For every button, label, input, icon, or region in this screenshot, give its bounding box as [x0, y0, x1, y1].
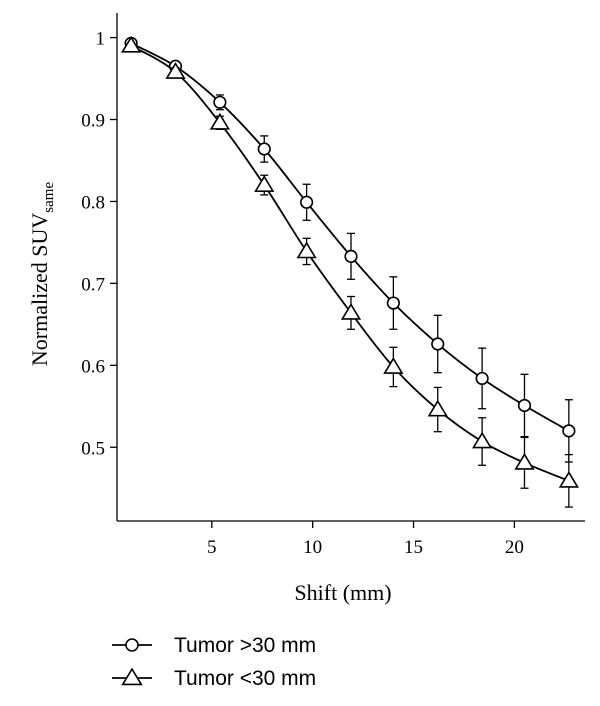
y-tick-label: 0.5 — [81, 438, 105, 459]
x-axis-label: Shift (mm) — [294, 580, 391, 605]
triangle-marker — [121, 35, 142, 53]
y-tick-label: 0.9 — [81, 111, 105, 132]
triangle-marker — [254, 175, 275, 192]
y-axis-label-subscript: same — [41, 182, 57, 213]
y-axis-label: Normalized SUVsame — [27, 182, 57, 367]
x-tick-label: 20 — [505, 537, 524, 558]
series-1 — [124, 36, 576, 463]
circle-marker — [344, 249, 358, 263]
y-tick-label: 0.6 — [81, 356, 105, 377]
triangle-marker — [121, 667, 143, 686]
circle-marker — [517, 398, 532, 413]
circle-marker — [257, 142, 271, 156]
legend-label: Tumor >30 mm — [174, 634, 316, 657]
legend-label: Tumor <30 mm — [174, 667, 316, 690]
triangle-marker — [383, 357, 404, 374]
series-layer — [121, 35, 579, 508]
legend-item: Tumor <30 mm — [112, 667, 316, 690]
y-tick-label: 0.7 — [81, 274, 105, 295]
circle-marker — [431, 337, 445, 351]
series-line — [130, 44, 570, 482]
y-tick-label: 1 — [96, 29, 106, 50]
circle-marker — [125, 638, 139, 652]
circle-marker — [213, 95, 227, 109]
triangle-marker — [558, 470, 579, 488]
triangle-marker — [340, 302, 362, 320]
circle-marker — [300, 195, 314, 209]
x-tick-label: 15 — [404, 537, 423, 558]
legend: Tumor >30 mm Tumor <30 mm — [112, 634, 316, 690]
y-tick-label: 0.8 — [81, 192, 105, 213]
x-tick-label: 10 — [303, 537, 322, 558]
y-axis-label-main: Normalized SUV — [27, 213, 52, 366]
triangle-marker — [209, 112, 230, 130]
triangle-marker — [472, 431, 493, 449]
legend-item: Tumor >30 mm — [112, 634, 316, 657]
series-line — [130, 42, 570, 432]
circle-marker — [562, 424, 576, 438]
circle-marker — [475, 371, 489, 386]
triangle-marker — [296, 241, 317, 259]
axes: 5 10 15 20 0.5 0.6 0.7 0.8 0.9 1 — [81, 13, 585, 558]
x-tick-label: 5 — [207, 537, 217, 558]
series-2 — [121, 35, 579, 508]
triangle-marker — [514, 452, 535, 470]
triangle-marker — [427, 399, 448, 417]
triangle-marker — [165, 62, 186, 79]
circle-marker — [386, 296, 400, 310]
